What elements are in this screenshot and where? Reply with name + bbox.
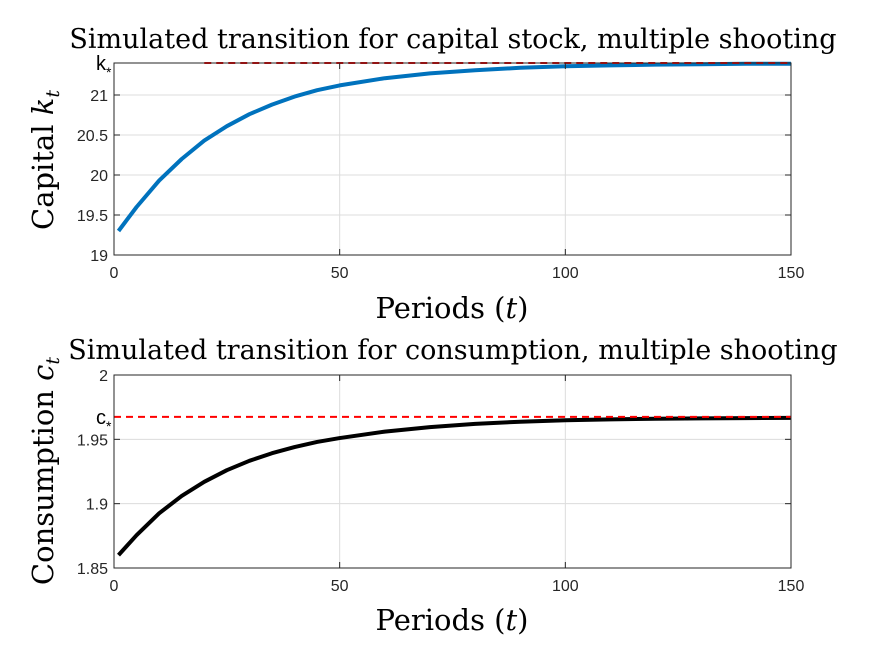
- capital-y-axis-label: Capital kt: [26, 90, 64, 230]
- consumption-x-axis-label-text: Periods (: [376, 603, 506, 637]
- consumption-steady-state-label-main: c: [96, 407, 106, 429]
- consumption-y-tick-label: 1.9: [86, 497, 108, 514]
- capital-y-axis-label-text: Capital: [26, 115, 60, 230]
- consumption-y-tick-label: 1.85: [77, 561, 108, 578]
- consumption-x-axis-label-var: t: [505, 603, 517, 637]
- capital-x-axis-label-end: ): [517, 291, 528, 325]
- capital-x-tick-label: 0: [110, 265, 119, 282]
- consumption-axes-box: [113, 374, 792, 569]
- consumption-reference-group: c*: [96, 407, 791, 434]
- capital-subplot: Simulated transition for capital stock, …: [26, 24, 837, 325]
- capital-steady-state-label: k*: [96, 53, 112, 80]
- capital-x-tick-label: 100: [552, 265, 579, 282]
- consumption-steady-state-label: c*: [96, 407, 112, 434]
- consumption-y-axis-label-var: c: [26, 365, 60, 381]
- consumption-plot-area: [114, 375, 791, 568]
- consumption-x-tick-label: 150: [778, 578, 805, 595]
- consumption-y-tick-label: 1.95: [77, 432, 108, 449]
- capital-axes-box: [113, 62, 792, 256]
- capital-y-tick-label: 19: [90, 248, 108, 265]
- consumption-y-axis-label: Consumption ct: [26, 357, 64, 585]
- capital-series-line-0: [116, 61, 791, 233]
- consumption-subplot: Simulated transition for consumption, mu…: [26, 335, 838, 637]
- consumption-ticks: 0 50 100 150 1.85 1.9 1.95 2: [77, 368, 805, 595]
- capital-grid: [114, 63, 791, 255]
- consumption-grid: [114, 375, 791, 568]
- consumption-y-tick-label: 2: [99, 368, 108, 385]
- capital-y-axis-label-sub: t: [42, 90, 64, 98]
- consumption-series-line-0: [117, 415, 792, 557]
- consumption-chart-title: Simulated transition for consumption, mu…: [68, 335, 837, 366]
- capital-steady-state-label-sub: *: [106, 64, 112, 80]
- capital-steady-state-label-main: k: [96, 53, 107, 75]
- consumption-x-tick-label: 100: [552, 578, 579, 595]
- consumption-x-axis-label: Periods (t): [376, 603, 529, 637]
- capital-x-tick-label: 50: [331, 265, 349, 282]
- consumption-x-tick-label: 50: [331, 578, 349, 595]
- consumption-steady-state-label-sub: *: [106, 418, 112, 434]
- consumption-x-axis-label-end: ): [517, 603, 528, 637]
- capital-y-tick-label: 19.5: [77, 208, 108, 225]
- capital-series-group: [116, 61, 791, 233]
- capital-x-tick-label: 150: [778, 265, 805, 282]
- capital-chart-title: Simulated transition for capital stock, …: [69, 24, 836, 55]
- capital-y-tick-label: 20: [90, 168, 108, 185]
- capital-ticks: 0 50 100 150 19 19.5 20 20.5 21: [77, 63, 805, 282]
- consumption-y-axis-label-text: Consumption: [26, 381, 60, 585]
- capital-y-axis-label-var: k: [26, 98, 60, 116]
- capital-x-axis-label-text: Periods (: [376, 291, 506, 325]
- capital-y-tick-label: 21: [90, 88, 108, 105]
- capital-plot-area: [114, 63, 791, 255]
- capital-x-axis-label: Periods (t): [376, 291, 529, 325]
- capital-y-tick-label: 20.5: [77, 128, 108, 145]
- consumption-x-tick-label: 0: [110, 578, 119, 595]
- consumption-series-group: [117, 415, 792, 557]
- consumption-y-axis-label-sub: t: [42, 357, 64, 365]
- capital-x-axis-label-var: t: [505, 291, 517, 325]
